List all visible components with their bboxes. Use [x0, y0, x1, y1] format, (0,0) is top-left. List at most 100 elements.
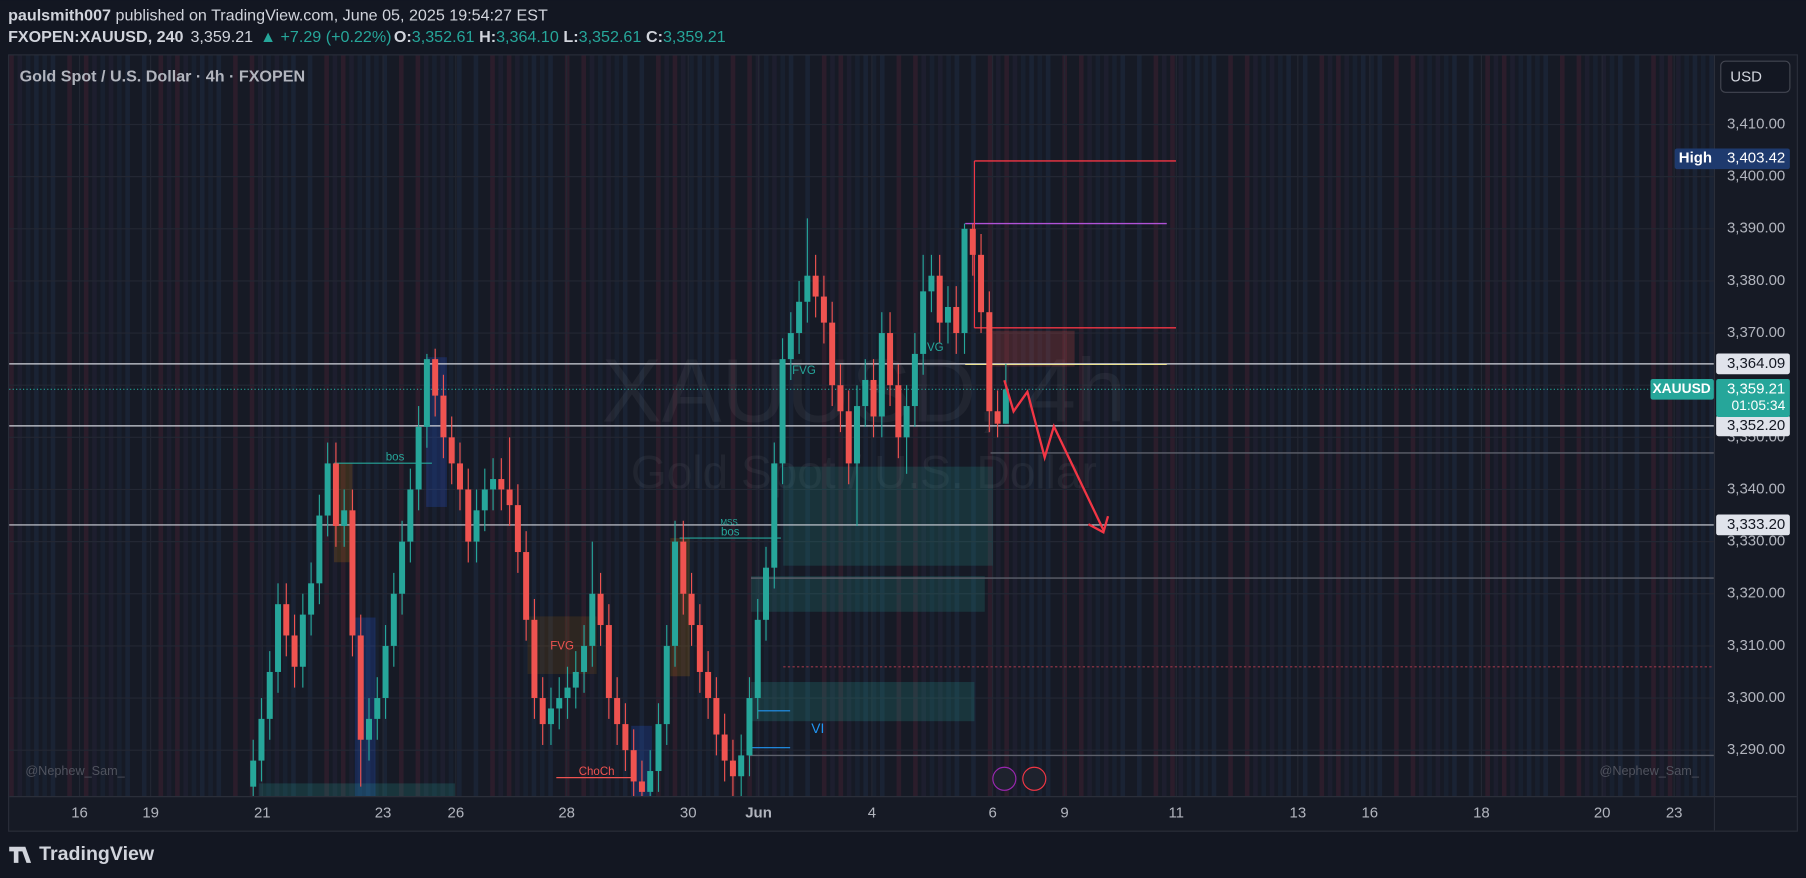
- candle-body: [423, 359, 430, 427]
- candle-body: [928, 275, 935, 292]
- high-name: High: [1679, 150, 1712, 167]
- symbol: FXOPEN:XAUUSD, 240: [8, 28, 183, 46]
- high-tag: [1674, 148, 1790, 170]
- ohlc-value: 3,364.10: [496, 28, 559, 46]
- brand: TradingView: [39, 843, 155, 865]
- currency[interactable]: USD: [1730, 68, 1762, 85]
- zone: [783, 466, 993, 566]
- ohlc-value: 3,359.21: [663, 28, 726, 46]
- event-icon[interactable]: [1022, 766, 1047, 791]
- annotation: VI: [811, 720, 824, 736]
- ohlc-key: C:: [646, 28, 663, 46]
- candle-body: [581, 645, 588, 672]
- candle-body: [374, 698, 381, 719]
- symbol-line: FXOPEN:XAUUSD, 240 3,359.21 ▲ +7.29 (+0.22…: [8, 28, 726, 46]
- candle-body: [638, 781, 645, 792]
- candle-body: [473, 510, 480, 542]
- candle-body: [853, 406, 860, 464]
- candle-body: [266, 671, 273, 719]
- x-tick-label: Jun: [745, 804, 772, 821]
- candle-body: [978, 254, 985, 313]
- y-tick-label: 3,330.00: [1727, 533, 1785, 550]
- drawn-lines: [9, 160, 1714, 757]
- watermark-name: Gold Spot / U.S. Dollar: [631, 446, 1097, 498]
- y-tick-label: 3,340.00: [1727, 480, 1785, 497]
- ohlc-key: L:: [563, 28, 578, 46]
- candle-body: [812, 275, 819, 297]
- candle-body: [870, 379, 877, 417]
- y-tick-label: 3,410.00: [1727, 115, 1785, 132]
- candle-body: [994, 411, 1001, 424]
- candle-body: [316, 515, 323, 584]
- annotation: bos: [386, 451, 405, 463]
- candle-body: [291, 635, 298, 667]
- publish-line: paulsmith007 published on TradingView.co…: [8, 7, 548, 25]
- candle-body: [961, 228, 968, 334]
- candle-body: [605, 625, 612, 699]
- annotation: bos: [721, 526, 740, 538]
- candle-body: [953, 306, 960, 334]
- candle-body: [1002, 389, 1009, 424]
- candle-body: [837, 385, 844, 412]
- event-icon[interactable]: [992, 766, 1017, 791]
- x-tick-label: 13: [1290, 804, 1307, 821]
- candle-body: [547, 708, 554, 725]
- arrow-head: [1087, 515, 1110, 534]
- candle-body: [705, 671, 712, 699]
- projection-arrow: [1003, 379, 1105, 531]
- published: published on TradingView.com, June 05, 2…: [116, 7, 548, 25]
- candle-body: [341, 510, 348, 526]
- currency-button[interactable]: [1720, 60, 1791, 93]
- x-tick-label: 23: [375, 804, 392, 821]
- y-tick-label: 3,310.00: [1727, 637, 1785, 654]
- level-tag: [1716, 514, 1790, 536]
- x-tick-label: 19: [142, 804, 159, 821]
- candle-body: [688, 593, 695, 626]
- ohlc-value: 3,352.61: [412, 28, 475, 46]
- candle-body: [258, 718, 265, 761]
- x-tick-label: 26: [448, 804, 465, 821]
- chart-title: Gold Spot / U.S. Dollar · 4h · FXOPEN: [20, 68, 306, 86]
- candle-body: [531, 619, 538, 699]
- candle-body: [564, 687, 571, 699]
- candle-body: [763, 567, 770, 620]
- axes: 3,290.00 3,300.00 3,310.00 3,320.00 3,330.00…: [71, 115, 1790, 821]
- candle-body: [465, 489, 472, 542]
- candle-body: [308, 583, 315, 615]
- ohlc-value: 3,352.61: [579, 28, 642, 46]
- x-tick-label: 6: [988, 804, 996, 821]
- last-price-name: XAUUSD: [1652, 380, 1710, 396]
- candle-body: [862, 379, 869, 407]
- candle-body: [382, 645, 389, 699]
- annotation: ChoCh: [579, 766, 615, 778]
- zone: [988, 330, 1075, 367]
- x-tick-label: 16: [71, 804, 88, 821]
- ohlc-key: O:: [394, 28, 412, 46]
- candle-body: [721, 734, 728, 761]
- candle-body: [523, 552, 530, 620]
- candle-body: [895, 385, 902, 438]
- candle-body: [448, 437, 455, 464]
- candle-body: [357, 635, 364, 740]
- candle-body: [490, 479, 497, 490]
- candle-body: [647, 771, 654, 792]
- candle-body: [440, 395, 447, 438]
- candle-body: [663, 645, 670, 725]
- candle-body: [878, 333, 885, 417]
- candle-body: [746, 698, 753, 756]
- x-tick-label: 16: [1361, 804, 1378, 821]
- candle-body: [754, 619, 761, 699]
- candle-body: [903, 406, 910, 438]
- candle-body: [514, 505, 521, 553]
- zone: [259, 783, 455, 797]
- countdown: 01:05:34: [1731, 397, 1785, 413]
- candle-body: [936, 275, 943, 323]
- candle-body: [332, 463, 339, 526]
- x-tick-label: 28: [558, 804, 575, 821]
- candle-body: [969, 228, 976, 255]
- last-price-name-tag: [1650, 378, 1714, 400]
- level-label: 3,333.20: [1727, 516, 1785, 533]
- candle-body: [622, 724, 629, 751]
- change: ▲ +7.29 (+0.22%): [260, 28, 391, 46]
